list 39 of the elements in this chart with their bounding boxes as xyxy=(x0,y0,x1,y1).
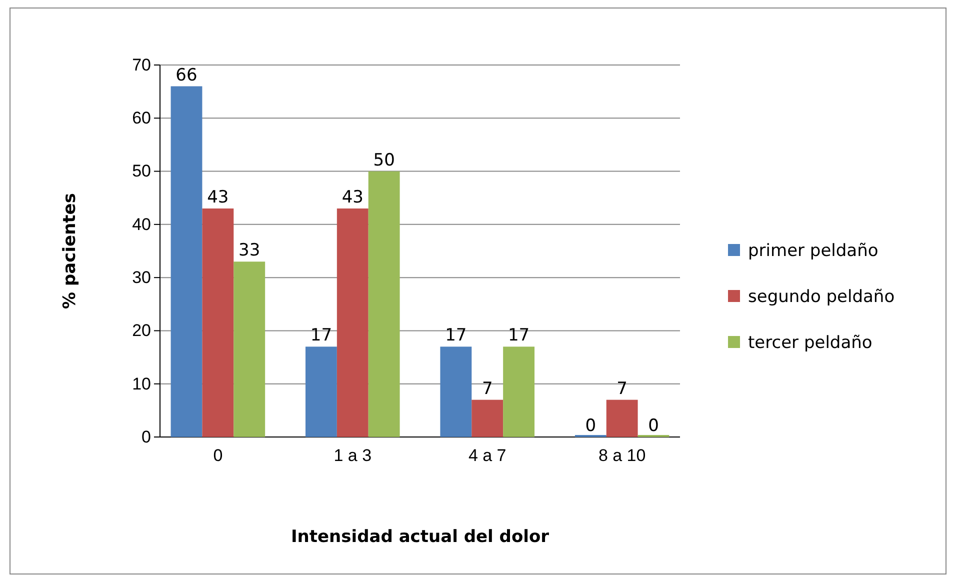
bar xyxy=(305,346,337,437)
y-tick-label: 30 xyxy=(132,268,151,288)
x-tick-label: 1 a 3 xyxy=(334,446,372,466)
bar xyxy=(368,171,400,437)
legend-label: tercer peldaño xyxy=(748,333,872,353)
bar xyxy=(202,208,234,437)
x-tick-label: 0 xyxy=(213,446,223,466)
bar xyxy=(472,400,504,437)
y-axis-title: % pacientes xyxy=(60,193,80,309)
data-label: 43 xyxy=(207,187,229,208)
x-tick-label: 8 a 10 xyxy=(598,446,646,466)
bar xyxy=(606,400,638,437)
y-tick-label: 50 xyxy=(132,162,151,181)
x-tick-label: 4 a 7 xyxy=(468,446,506,466)
data-label: 33 xyxy=(238,240,260,261)
data-label: 0 xyxy=(648,416,659,436)
legend-label: segundo peldaño xyxy=(748,287,895,307)
y-tick-label: 40 xyxy=(132,214,151,234)
data-label: 50 xyxy=(373,150,395,170)
data-label: 7 xyxy=(482,378,493,399)
data-label: 17 xyxy=(445,326,467,346)
data-label: 66 xyxy=(176,65,198,86)
y-tick-label: 0 xyxy=(142,427,151,446)
y-tick-label: 70 xyxy=(132,55,151,74)
x-axis-title: Intensidad actual del dolor xyxy=(290,527,550,547)
bar xyxy=(336,208,368,437)
data-label: 17 xyxy=(310,326,332,346)
bar xyxy=(234,262,266,437)
data-label: 0 xyxy=(585,416,596,436)
bar xyxy=(170,86,202,437)
data-label: 43 xyxy=(342,187,364,208)
bar xyxy=(440,346,472,437)
y-tick-label: 10 xyxy=(132,374,151,394)
data-label: 7 xyxy=(616,378,628,399)
legend-label: primer peldaño xyxy=(748,241,878,261)
y-tick-label: 60 xyxy=(132,108,151,128)
data-label: 17 xyxy=(508,326,530,346)
bar xyxy=(503,346,535,437)
y-tick-label: 20 xyxy=(132,321,151,340)
